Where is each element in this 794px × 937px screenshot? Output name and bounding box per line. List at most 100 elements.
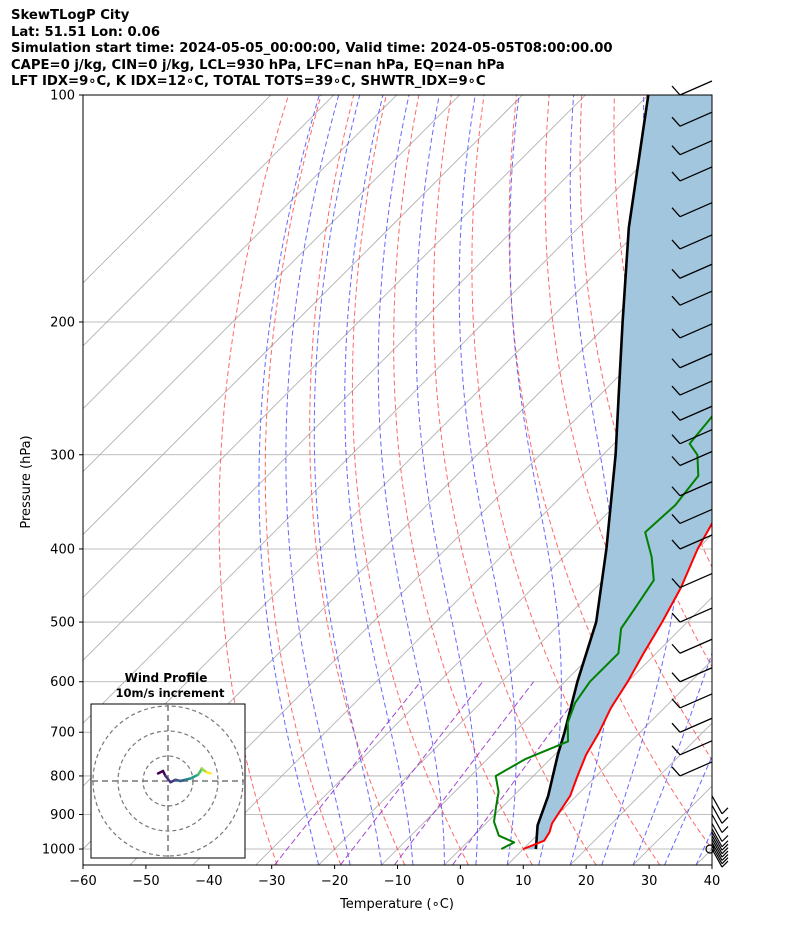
wind-barb xyxy=(671,323,713,339)
wind-barb xyxy=(711,795,729,815)
wind-barb xyxy=(671,607,713,623)
wind-barb xyxy=(671,693,713,709)
wind-barb xyxy=(711,828,729,848)
y-tick-label: 800 xyxy=(50,769,75,784)
isotherm-line xyxy=(129,282,712,865)
x-tick-label: −60 xyxy=(69,874,96,889)
x-tick-label: 0 xyxy=(456,874,464,889)
wind-barb xyxy=(671,740,713,756)
wind-barb xyxy=(671,429,713,445)
wind-barb xyxy=(671,380,713,396)
mixing-ratio-line xyxy=(339,681,484,865)
moist-adiabat xyxy=(415,95,479,865)
isotherm-line xyxy=(255,408,712,865)
dry-adiabat xyxy=(579,95,712,668)
inset-subtitle: 10m/s increment xyxy=(116,686,225,700)
station-title: SkewTLogP City xyxy=(11,8,130,23)
dry-adiabat xyxy=(544,95,712,761)
temperature-line xyxy=(522,521,712,850)
wind-barb xyxy=(671,202,713,218)
hodograph-segment xyxy=(205,771,212,775)
cin-shading xyxy=(523,95,712,849)
moist-adiabat xyxy=(632,651,712,865)
wind-barb xyxy=(671,717,713,733)
dry-adiabat xyxy=(471,95,661,865)
wind-barb xyxy=(711,838,729,858)
wind-barb xyxy=(671,140,713,156)
isotherm-line xyxy=(83,95,397,410)
isotherm-line xyxy=(83,95,460,473)
mixing-ratio-line xyxy=(452,681,589,865)
dewpoint-line xyxy=(493,414,712,850)
isotherm-line xyxy=(318,471,712,865)
moist-adiabat xyxy=(313,95,382,865)
moist-adiabat xyxy=(258,95,320,865)
x-tick-label: 40 xyxy=(704,874,721,889)
wind-barb xyxy=(671,481,713,497)
wind-barb xyxy=(711,823,729,842)
wind-profile-inset: Wind Profile 10m/s increment xyxy=(90,671,246,859)
wind-barb xyxy=(711,831,729,851)
x-tick-label: −30 xyxy=(258,874,285,889)
isotherm-line xyxy=(381,533,712,865)
isotherm-line xyxy=(83,95,586,598)
dry-adiabat xyxy=(432,95,597,865)
station-coordinates: Lat: 51.51 Lon: 0.06 xyxy=(11,24,161,40)
wind-barb xyxy=(671,572,713,589)
wind-barb xyxy=(671,638,713,654)
x-tick-label: −10 xyxy=(384,874,411,889)
wind-barb xyxy=(671,80,713,96)
x-axis-label: Temperature (∘C) xyxy=(339,897,454,912)
moist-adiabat xyxy=(377,95,445,865)
y-tick-label: 600 xyxy=(50,675,75,690)
dry-adiabat xyxy=(264,95,342,865)
x-tick-label: 20 xyxy=(578,874,595,889)
wind-barb xyxy=(671,508,713,525)
cape-summary: CAPE=0 j/kg, CIN=0 j/kg, LCL=930 hPa, LF… xyxy=(11,57,505,73)
dry-adiabat xyxy=(218,95,289,865)
x-tick-label: −20 xyxy=(321,874,348,889)
wind-barb xyxy=(671,353,713,369)
wind-barb xyxy=(671,111,713,127)
wind-barb xyxy=(671,234,713,250)
wind-barb xyxy=(671,290,713,306)
y-tick-label: 100 xyxy=(50,89,75,104)
moist-adiabat xyxy=(285,95,351,865)
simulation-times: Simulation start time: 2024-05-05_00:00:… xyxy=(11,41,613,57)
y-tick-label: 900 xyxy=(50,808,75,823)
y-tick-label: 200 xyxy=(50,315,75,330)
x-tick-label: −40 xyxy=(195,874,222,889)
wind-barb xyxy=(671,450,713,467)
y-axis-label: Pressure (hPa) xyxy=(19,435,34,528)
y-tick-label: 1000 xyxy=(42,843,75,858)
x-tick-label: 30 xyxy=(641,874,658,889)
y-tick-label: 500 xyxy=(50,616,75,631)
moist-adiabat xyxy=(664,755,712,865)
wind-barb xyxy=(671,667,713,683)
wind-barb xyxy=(671,761,713,777)
isotherm-line xyxy=(83,95,712,724)
isotherm-line xyxy=(83,95,272,284)
stability-indices: LFT IDX=9∘C, K IDX=12∘C, TOTAL TOTS=39∘C… xyxy=(11,74,486,90)
y-tick-label: 700 xyxy=(50,726,75,741)
dry-adiabat xyxy=(508,95,712,850)
y-tick-label: 300 xyxy=(50,448,75,463)
mixing-ratio-line xyxy=(393,681,535,865)
moist-adiabat xyxy=(458,95,517,865)
moist-adiabat xyxy=(344,95,414,865)
wind-barb xyxy=(711,845,729,865)
wind-barb xyxy=(671,405,713,421)
moist-adiabat xyxy=(601,95,683,865)
wind-barb xyxy=(671,263,713,279)
isotherm-line xyxy=(569,722,712,865)
wind-barb xyxy=(711,814,729,833)
dry-adiabat xyxy=(309,95,406,865)
inset-title: Wind Profile xyxy=(125,671,208,685)
dry-adiabat xyxy=(393,95,533,865)
wind-barb xyxy=(671,166,713,182)
x-tick-label: −50 xyxy=(132,874,159,889)
mixing-ratio-line xyxy=(274,681,421,865)
hodograph-segment xyxy=(164,774,172,784)
isotherm-line xyxy=(507,659,712,865)
